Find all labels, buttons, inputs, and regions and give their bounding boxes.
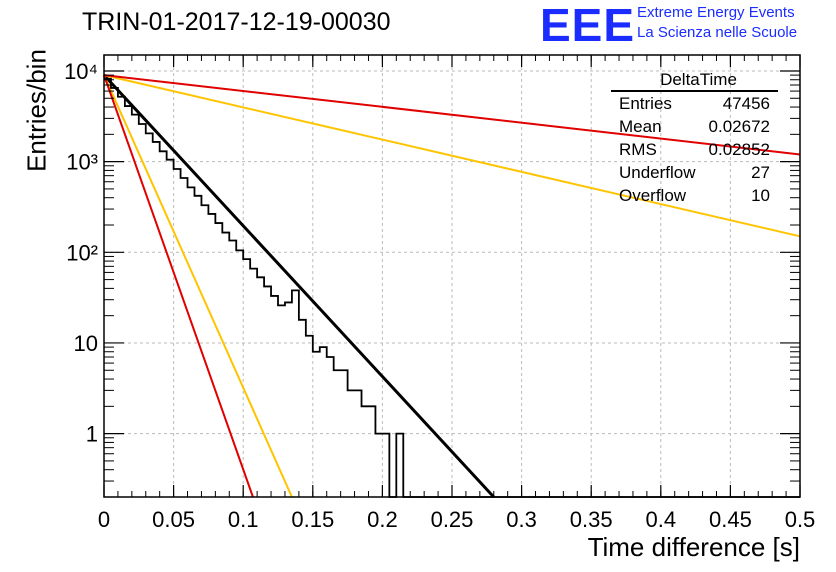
- eee-logo: EEE: [540, 0, 636, 51]
- y-axis-label: Entries/bin: [21, 49, 52, 172]
- stats-value: 27: [751, 163, 770, 182]
- x-tick-label: 0.5: [785, 507, 816, 532]
- stats-label: Overflow: [619, 186, 687, 205]
- stats-label: Underflow: [619, 163, 696, 182]
- stats-value: 0.02852: [708, 140, 770, 159]
- fit-line: [103, 74, 801, 238]
- logo-line-2: La Scienza nelle Scuole: [637, 24, 798, 41]
- x-tick-label: 0.4: [646, 507, 677, 532]
- chart-title: TRIN-01-2017-12-19-00030: [82, 8, 391, 36]
- y-tick-label: 10⁴: [64, 59, 98, 84]
- fit-line: [103, 74, 254, 498]
- fit-curves: [102, 74, 801, 499]
- stats-box: DeltaTime Entries 47456 Mean 0.02672 RMS 0.…: [611, 70, 778, 207]
- stats-row: Underflow 27: [611, 161, 778, 184]
- x-tick-label: 0.25: [431, 507, 474, 532]
- stats-row: Mean 0.02672: [611, 115, 778, 138]
- logo-line-1: Extreme Energy Events: [637, 4, 795, 21]
- x-tick-label: 0.2: [367, 507, 398, 532]
- stats-value: 47456: [722, 94, 770, 113]
- stats-value: 0.02672: [708, 117, 770, 136]
- stats-value: 10: [751, 186, 770, 205]
- stats-label: Mean: [619, 117, 662, 136]
- fit-line: [103, 74, 293, 498]
- stats-header: DeltaTime: [611, 70, 778, 92]
- fit-line: [102, 74, 495, 499]
- stats-label: Entries: [619, 94, 672, 113]
- y-tick-label: 1: [86, 422, 98, 447]
- stats-row: Overflow 10: [611, 184, 778, 207]
- x-axis-label: Time difference [s]: [587, 532, 800, 562]
- logo-caption: Extreme Energy Events La Scienza nelle S…: [637, 3, 797, 43]
- y-tick-label: 10²: [66, 240, 98, 265]
- x-tick-label: 0.15: [291, 507, 334, 532]
- y-tick-label: 10: [74, 331, 98, 356]
- tick-labels: 0 0.05 0.1 0.15 0.2 0.25 0.3 0.35 0.4 0.45 0.5 1 10 1…: [64, 59, 815, 532]
- x-tick-label: 0: [98, 507, 110, 532]
- stats-row: Entries 47456: [611, 92, 778, 115]
- grid-lines: [104, 55, 800, 497]
- x-tick-label: 0.45: [709, 507, 752, 532]
- x-tick-label: 0.1: [228, 507, 259, 532]
- axes: [103, 54, 801, 498]
- x-tick-label: 0.05: [152, 507, 195, 532]
- y-tick-label: 10³: [66, 150, 98, 175]
- fit-line: [103, 74, 801, 156]
- x-tick-label: 0.35: [570, 507, 613, 532]
- stats-row: RMS 0.02852: [611, 138, 778, 161]
- stats-label: RMS: [619, 140, 657, 159]
- x-tick-label: 0.3: [506, 507, 537, 532]
